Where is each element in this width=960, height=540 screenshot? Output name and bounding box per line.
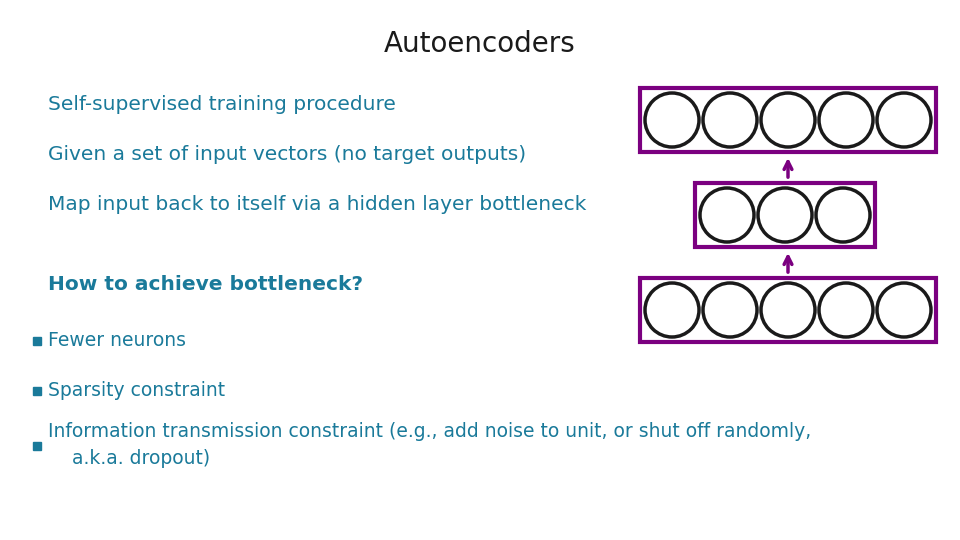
Bar bbox=[33, 442, 41, 450]
Ellipse shape bbox=[645, 93, 699, 147]
Ellipse shape bbox=[761, 93, 815, 147]
Ellipse shape bbox=[816, 188, 870, 242]
Ellipse shape bbox=[819, 93, 873, 147]
Ellipse shape bbox=[761, 283, 815, 337]
Text: Map input back to itself via a hidden layer bottleneck: Map input back to itself via a hidden la… bbox=[48, 195, 587, 214]
Ellipse shape bbox=[703, 93, 757, 147]
Text: Autoencoders: Autoencoders bbox=[384, 30, 576, 58]
Ellipse shape bbox=[877, 93, 931, 147]
Text: Fewer neurons: Fewer neurons bbox=[48, 330, 186, 349]
Ellipse shape bbox=[819, 283, 873, 337]
Ellipse shape bbox=[758, 188, 812, 242]
Bar bbox=[33, 337, 41, 345]
Text: Self-supervised training procedure: Self-supervised training procedure bbox=[48, 96, 396, 114]
Text: Sparsity constraint: Sparsity constraint bbox=[48, 381, 226, 400]
Ellipse shape bbox=[877, 283, 931, 337]
Bar bbox=[33, 387, 41, 395]
Text: How to achieve bottleneck?: How to achieve bottleneck? bbox=[48, 275, 363, 294]
Text: Information transmission constraint (e.g., add noise to unit, or shut off random: Information transmission constraint (e.g… bbox=[48, 422, 811, 468]
Ellipse shape bbox=[703, 283, 757, 337]
Ellipse shape bbox=[645, 283, 699, 337]
Text: Given a set of input vectors (no target outputs): Given a set of input vectors (no target … bbox=[48, 145, 526, 165]
Ellipse shape bbox=[700, 188, 754, 242]
